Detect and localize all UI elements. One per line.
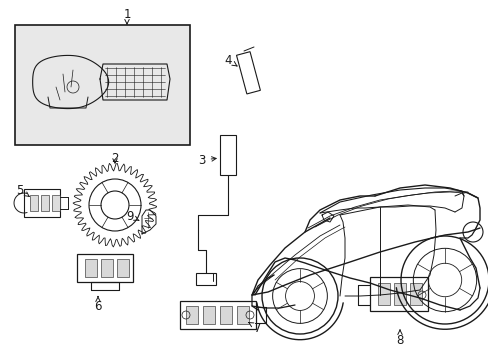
Text: 6: 6 (94, 297, 102, 312)
Bar (393, 283, 405, 305)
Text: 3: 3 (198, 153, 216, 166)
Bar (196, 273, 216, 285)
Bar (185, 306, 198, 324)
Bar (30, 195, 38, 211)
Bar (41, 195, 49, 211)
Bar (24, 189, 60, 217)
Bar (101, 259, 113, 277)
Bar (220, 306, 231, 324)
Text: 8: 8 (395, 330, 403, 346)
Bar (237, 306, 248, 324)
Bar (15, 25, 190, 145)
Bar (77, 254, 133, 282)
Bar (369, 277, 427, 311)
Text: 7: 7 (248, 321, 261, 334)
Text: 9: 9 (126, 210, 139, 222)
Text: 4: 4 (224, 54, 237, 67)
Text: 2: 2 (111, 152, 119, 165)
Bar (85, 259, 97, 277)
Bar (409, 283, 421, 305)
Bar (180, 301, 256, 329)
Bar (377, 283, 389, 305)
Bar (203, 306, 215, 324)
Bar (52, 195, 60, 211)
Text: 1: 1 (123, 8, 130, 24)
Text: 5: 5 (16, 184, 29, 197)
Bar (220, 135, 236, 175)
Bar (236, 52, 260, 94)
Bar (117, 259, 129, 277)
